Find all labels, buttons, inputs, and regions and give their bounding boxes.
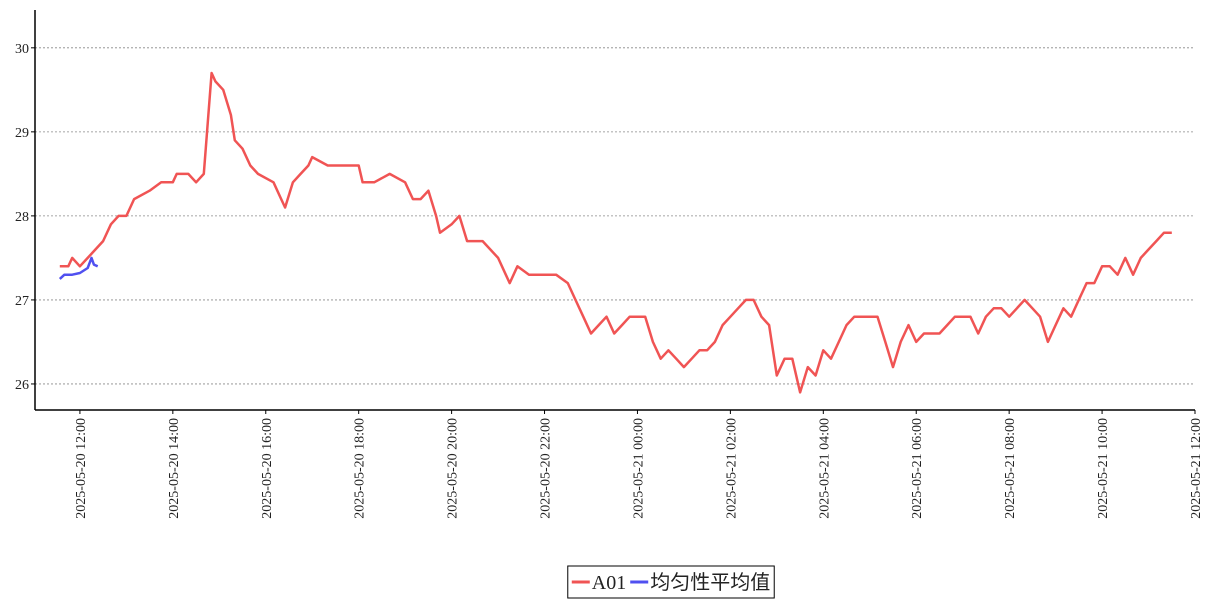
- legend-label: A01: [592, 572, 626, 594]
- y-tick-label: 28: [15, 210, 29, 225]
- series-line: [59, 71, 1172, 394]
- x-tick-label: 2025-05-20 14:00: [167, 418, 182, 519]
- x-tick-label: 2025-05-21 08:00: [1003, 418, 1018, 519]
- y-tick-label: 30: [15, 42, 29, 57]
- legend: A01 均匀性平均值: [567, 565, 775, 599]
- x-tick-label: 2025-05-21 02:00: [724, 418, 739, 519]
- y-tick-label: 26: [15, 378, 29, 393]
- x-tick-label: 2025-05-21 06:00: [910, 418, 925, 519]
- y-tick-label: 27: [15, 294, 29, 309]
- series-line: [58, 256, 99, 280]
- x-tick-label: 2025-05-20 12:00: [74, 418, 89, 519]
- legend-label: 均匀性平均值: [650, 571, 770, 594]
- legend-box: [567, 565, 775, 599]
- y-tick-label: 29: [15, 126, 29, 141]
- x-tick-label: 2025-05-21 12:00: [1189, 418, 1204, 519]
- x-tick-label: 2025-05-21 04:00: [817, 418, 832, 519]
- x-tick-label: 2025-05-21 10:00: [1096, 418, 1111, 519]
- x-tick-label: 2025-05-20 20:00: [446, 418, 461, 519]
- x-tick-label: 2025-05-21 00:00: [631, 418, 646, 519]
- x-tick-label: 2025-05-20 18:00: [353, 418, 368, 519]
- x-tick-label: 2025-05-20 16:00: [260, 418, 275, 519]
- x-tick-label: 2025-05-20 22:00: [539, 418, 554, 519]
